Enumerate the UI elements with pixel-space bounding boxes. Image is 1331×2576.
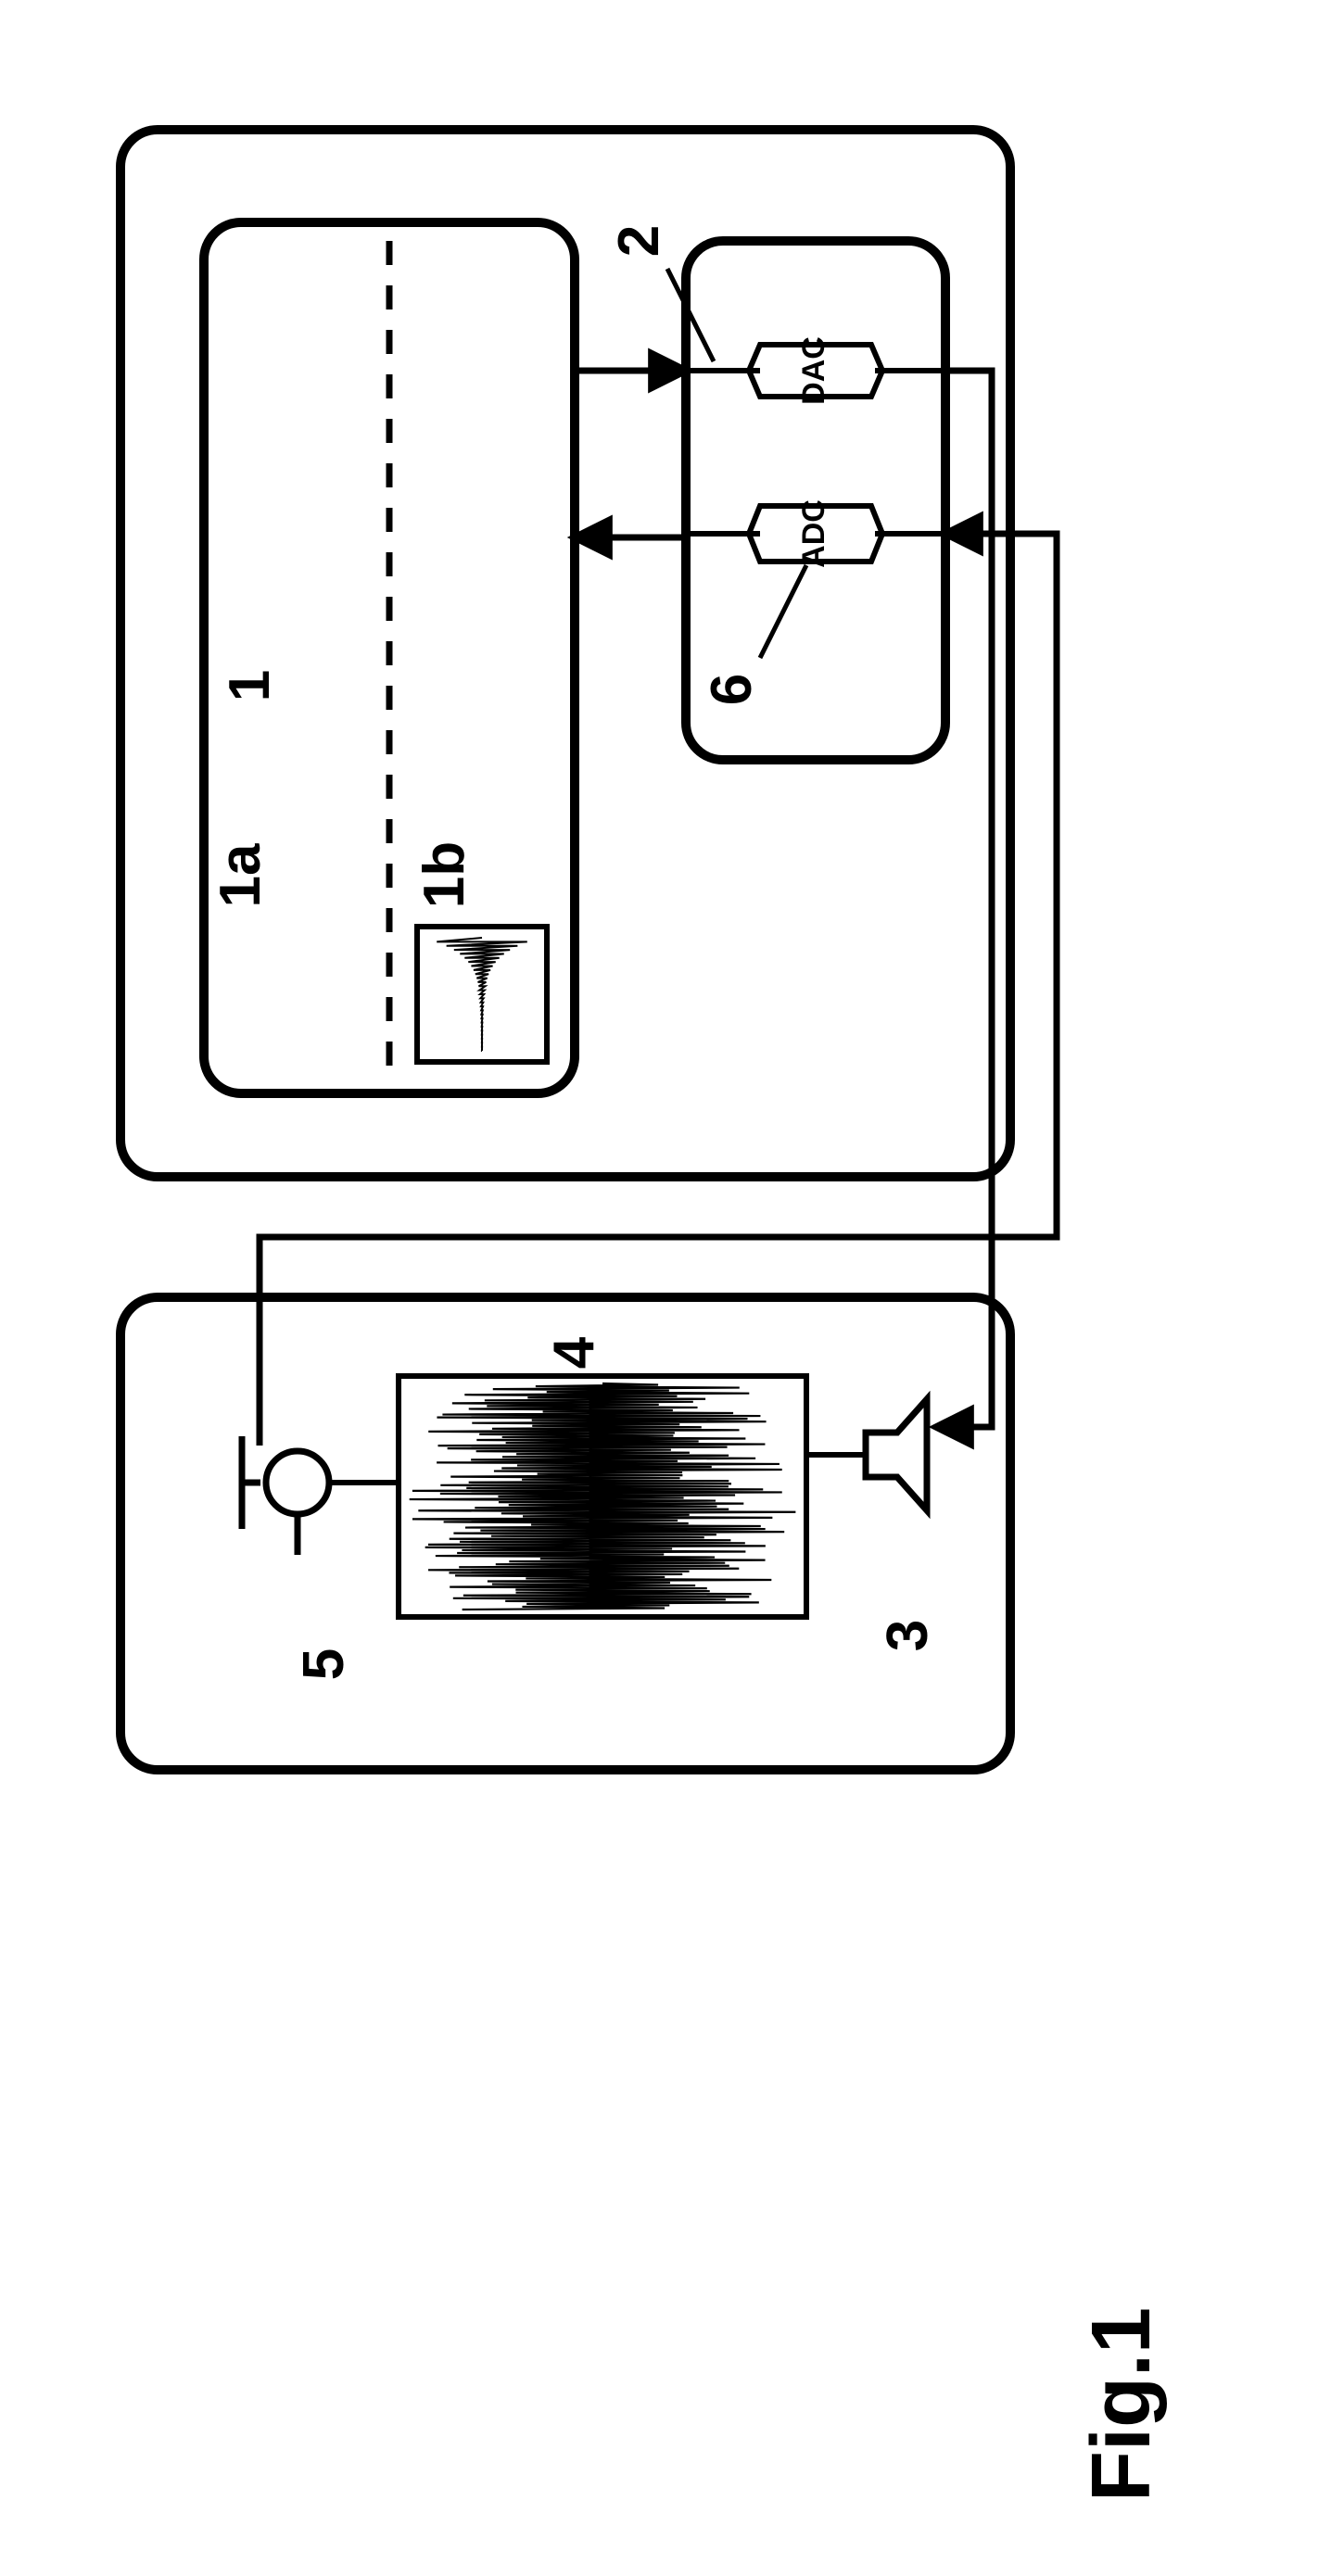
arrow-mic-to-adc [260,534,1057,1446]
label-1b: 1b [412,841,476,908]
label-6: 6 [700,674,764,705]
dac-label: DAC [796,336,831,405]
label-3: 3 [876,1620,940,1651]
microphone-icon [266,1451,329,1514]
speaker-icon [866,1399,927,1510]
label-5: 5 [292,1648,356,1680]
label-1a: 1a [209,843,273,907]
adc-label: ADC [796,499,831,568]
label-1: 1 [218,670,282,701]
figure-caption: Fig.1 [1075,2307,1168,2502]
label-2: 2 [607,225,671,257]
waveform-plot [410,1383,796,1610]
impulse-plot [437,938,527,1051]
label-4: 4 [542,1336,606,1369]
